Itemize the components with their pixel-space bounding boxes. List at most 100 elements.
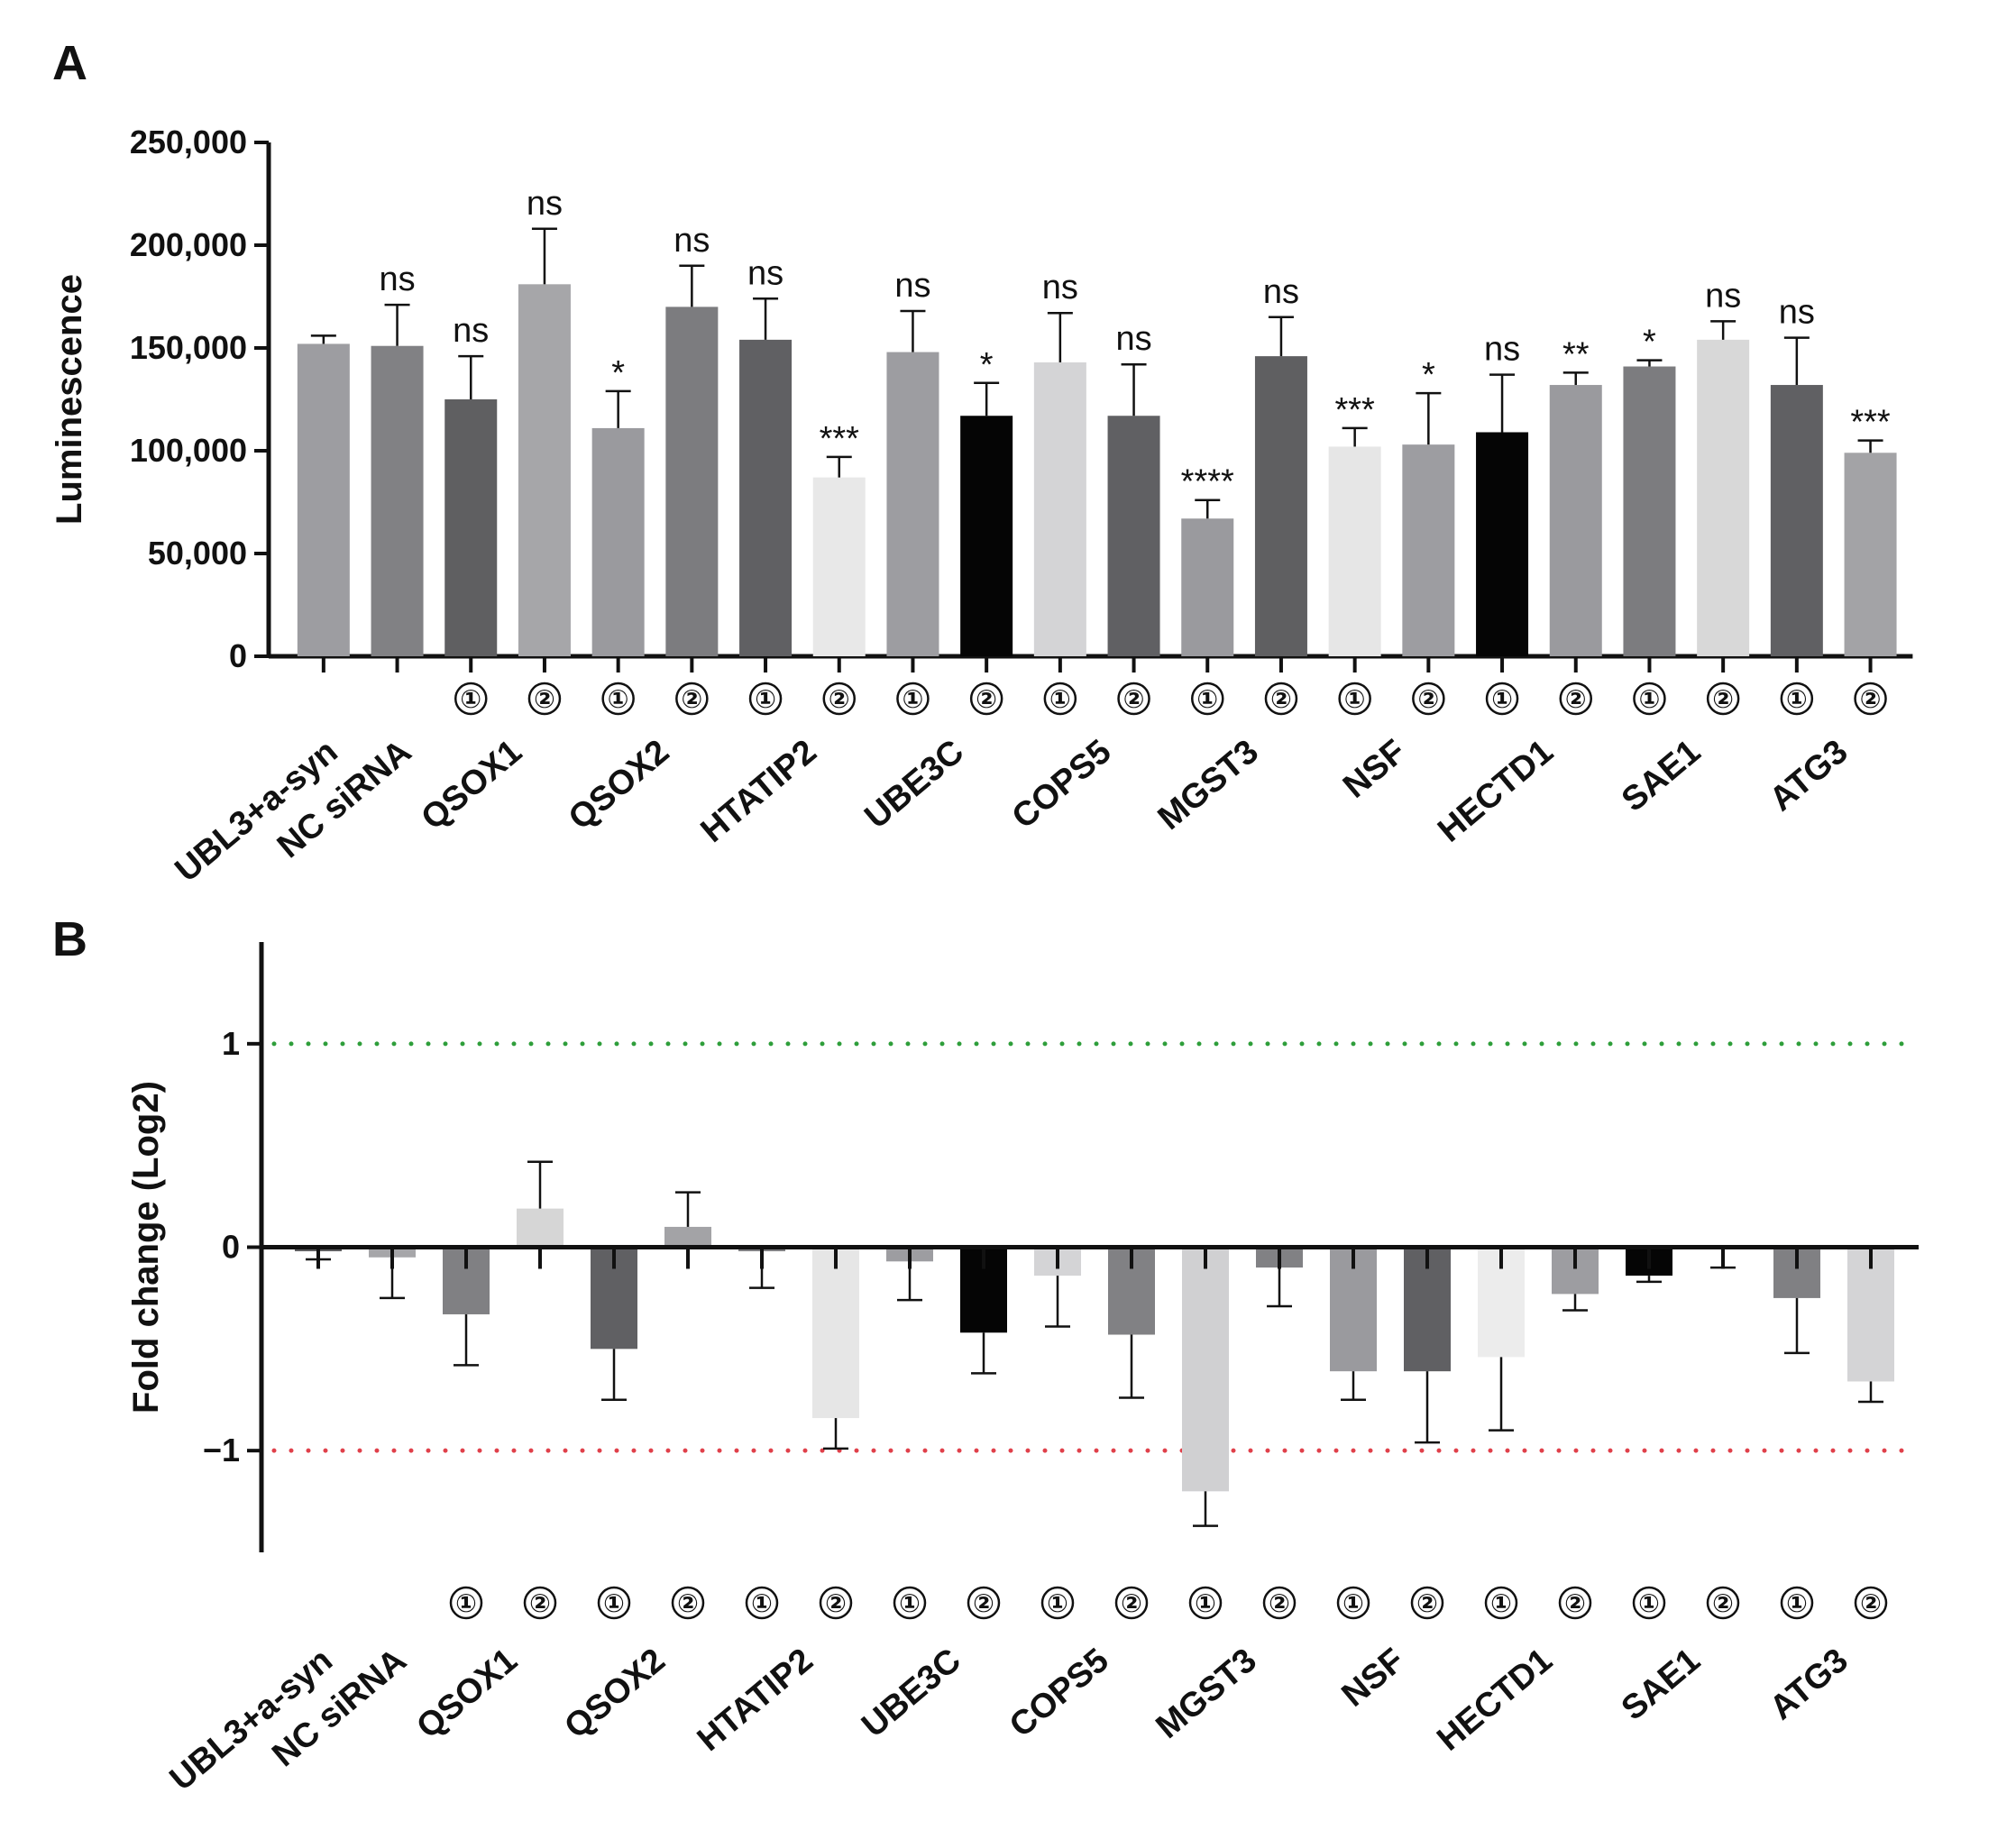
y-tick-label: 1 [222, 1025, 240, 1062]
bar [1181, 518, 1234, 656]
bar [1182, 1247, 1229, 1492]
siRNA-number-circle [822, 682, 856, 716]
bar [1328, 446, 1381, 656]
siRNA-number-circle [969, 682, 1003, 716]
significance-label: ns [379, 261, 415, 298]
siRNA-number-circle [1412, 682, 1445, 716]
bar [591, 427, 645, 656]
siRNA-number-circle [523, 1586, 557, 1620]
significance-label: ns [1115, 320, 1151, 358]
siRNA-number-label: ② [1416, 1589, 1438, 1617]
bar [517, 1208, 564, 1248]
siRNA-number-circle [1410, 1586, 1444, 1620]
bar [1847, 1247, 1894, 1382]
y-tick-label: −1 [203, 1432, 240, 1469]
siRNA-number-label: ① [1490, 1589, 1512, 1617]
significance-label: * [611, 354, 625, 392]
x-category-label: HECTD1 [1431, 733, 1560, 850]
siRNA-number-label: ② [1860, 1589, 1882, 1617]
siRNA-number-label: ① [751, 1589, 773, 1617]
x-category-label: UBE3C [857, 733, 971, 837]
siRNA-number-circle [893, 1586, 927, 1620]
panel-b-chart: −1 0 1 Fold change (Log2) ① ② ① ② ① ② ① ② ① ② ① ② ① ② ① ② ① ②… [126, 942, 1919, 1798]
siRNA-number-circle [1559, 682, 1592, 716]
x-category-label: COPS5 [1003, 1642, 1116, 1745]
siRNA-number-label: ① [899, 1589, 921, 1617]
bar [1476, 432, 1529, 656]
siRNA-number-label: ② [681, 685, 702, 713]
siRNA-number-label: ① [1344, 685, 1366, 713]
siRNA-number-circle [1854, 1586, 1888, 1620]
siRNA-number-label: ② [677, 1589, 699, 1617]
siRNA-number-circle [1633, 682, 1666, 716]
siRNA-number-circle [1338, 682, 1371, 716]
siRNA-number-circle [1706, 1586, 1740, 1620]
siRNA-number-circle [1336, 1586, 1370, 1620]
siRNA-number-circle [449, 1586, 483, 1620]
x-category-label: HTATIP2 [691, 1642, 820, 1759]
siRNA-number-label: ① [1195, 1589, 1216, 1617]
siRNA-number-circle [1043, 682, 1077, 716]
siRNA-number-label: ② [1712, 685, 1734, 713]
y-axis-label: Fold change (Log2) [126, 1081, 166, 1414]
bar [1844, 453, 1897, 656]
siRNA-number-circle [454, 682, 488, 716]
siRNA-number-label: ② [1123, 685, 1145, 713]
siRNA-number-circle [527, 682, 562, 716]
significance-label: **** [1181, 463, 1234, 501]
bar [665, 307, 719, 656]
siRNA-number-label: ① [603, 1589, 625, 1617]
siRNA-number-label: ② [973, 1589, 994, 1617]
bar [1697, 339, 1750, 656]
siRNA-number-label: ② [1121, 1589, 1142, 1617]
siRNA-number-circle [1780, 1586, 1814, 1620]
siRNA-number-circle [1485, 682, 1519, 716]
siRNA-number-label: ① [1049, 685, 1071, 713]
significance-label: ns [747, 254, 783, 292]
significance-label: ns [894, 267, 930, 305]
siRNA-number-circle [1558, 1586, 1592, 1620]
siRNA-number-label: ② [534, 685, 555, 713]
x-category-label: HTATIP2 [694, 733, 824, 850]
siRNA-number-circle [1484, 1586, 1518, 1620]
y-tick-label: 100,000 [130, 432, 247, 469]
significance-label: ns [1779, 294, 1815, 332]
siRNA-number-label: ① [1786, 1589, 1808, 1617]
panel-a-label: A [52, 36, 87, 90]
siRNA-number-circle [1854, 682, 1887, 716]
siRNA-number-circle [675, 682, 709, 716]
siRNA-number-label: ① [608, 685, 629, 713]
bar [1033, 361, 1086, 656]
y-tick-label: 50,000 [148, 535, 247, 572]
siRNA-number-circle [819, 1586, 853, 1620]
bar [812, 1247, 859, 1419]
siRNA-number-label: ① [1786, 685, 1808, 713]
siRNA-number-label: ① [460, 685, 481, 713]
x-category-label: SAE1 [1615, 733, 1708, 819]
significance-label: *** [820, 420, 860, 458]
siRNA-number-label: ② [976, 685, 997, 713]
y-axis-label: Luminescence [50, 274, 89, 525]
y-tick-label: 0 [229, 637, 247, 674]
siRNA-number-circle [1040, 1586, 1075, 1620]
siRNA-number-circle [1188, 1586, 1223, 1620]
siRNA-number-label: ② [1269, 1589, 1290, 1617]
bar [664, 1226, 711, 1248]
x-category-label: NSF [1335, 1642, 1412, 1715]
siRNA-number-label: ① [755, 685, 776, 713]
bar [1107, 416, 1160, 656]
siRNA-number-circle [1117, 682, 1150, 716]
siRNA-number-label: ② [825, 1589, 847, 1617]
x-category-label: QSOX2 [562, 733, 676, 837]
y-tick-label: 0 [222, 1229, 240, 1266]
bar [1770, 385, 1823, 656]
bar [1623, 366, 1676, 656]
significance-label: ns [674, 222, 710, 260]
siRNA-number-circle [1262, 1586, 1297, 1620]
bar [371, 345, 424, 656]
siRNA-number-circle [1114, 1586, 1149, 1620]
siRNA-number-label: ① [1047, 1589, 1068, 1617]
bar [739, 339, 793, 656]
significance-label: ns [1042, 269, 1078, 307]
